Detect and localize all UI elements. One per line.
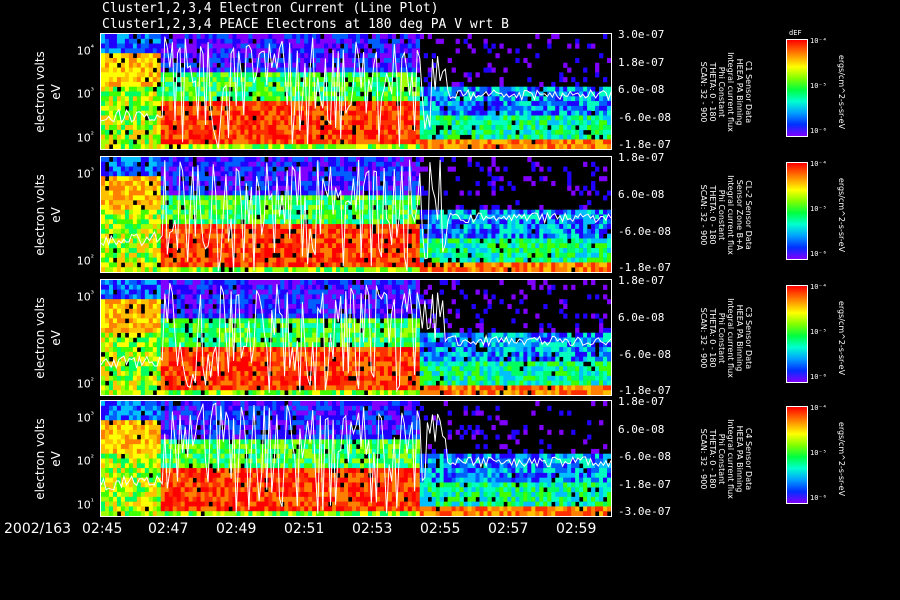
spectrogram-panel-c1 <box>100 33 612 150</box>
current-tick-label: 6.0e-08 <box>618 311 665 324</box>
current-tick-label: 1.8e-07 <box>618 395 665 409</box>
current-tick-label: 1.8e-07 <box>618 151 665 165</box>
spectrogram-panel-c3 <box>100 279 612 396</box>
spectrogram-panel-c4 <box>100 400 612 517</box>
y-tick-label: 10³ <box>76 86 94 102</box>
chart-title: Cluster1,2,3,4 Electron Current (Line Pl… <box>102 1 439 16</box>
x-tick-label: 02:51 <box>284 521 325 537</box>
colorbar-unit: ergs/cm^2-s-sr-eV <box>837 421 846 496</box>
colorbar-tick-label: 10⁻⁴ <box>810 283 827 291</box>
x-tick-label: 02:45 <box>82 521 123 537</box>
colorbar-label: dEF <box>789 29 802 37</box>
colorbar-tick-label: 10⁻⁴ <box>810 37 827 45</box>
colorbar-tick-label: 10⁻⁵ <box>810 205 827 213</box>
colorbar <box>786 162 808 260</box>
colorbar-tick-label: 10⁻⁶ <box>810 250 827 258</box>
current-tick-label: 3.0e-07 <box>618 28 665 42</box>
colorbar <box>786 406 808 504</box>
colorbar-tick-label: 10⁻⁵ <box>810 449 827 457</box>
y-tick-label: 10³ <box>76 165 94 181</box>
current-tick-label: 6.0e-08 <box>618 188 665 201</box>
current-tick-label: 1.8e-07 <box>618 274 665 288</box>
current-tick-label: -3.0e-07 <box>618 505 671 519</box>
y-tick-label: 10² <box>76 253 94 268</box>
colorbar-tick-label: 10⁻⁶ <box>810 127 827 135</box>
x-tick-label: 02:55 <box>420 521 461 537</box>
y-tick-label: 10³ <box>76 409 94 425</box>
x-tick-label: 02:53 <box>352 521 393 537</box>
colorbar <box>786 39 808 137</box>
panel-sensor-info: C1 Sensor Data HEEA PA Binning Integral … <box>699 51 753 132</box>
current-tick-label: -6.0e-08 <box>618 224 671 238</box>
current-tick-label: 6.0e-08 <box>618 422 665 436</box>
colorbar-unit: ergs/cm^2-s-sr-eV <box>837 177 846 252</box>
colorbar-tick-label: 10⁻⁵ <box>810 328 827 336</box>
current-tick-label: -1.8e-07 <box>618 138 671 152</box>
current-tick-label: 6.0e-08 <box>618 83 665 97</box>
colorbar-tick-label: 10⁻⁴ <box>810 404 827 412</box>
current-tick-label: 1.8e-07 <box>618 55 665 69</box>
current-tick-label: -6.0e-08 <box>618 347 671 361</box>
x-tick-label: 02:47 <box>148 521 189 537</box>
colorbar-tick-label: 10⁻⁴ <box>810 160 827 168</box>
current-tick-label: -6.0e-08 <box>618 110 671 124</box>
y-tick-label: 10² <box>76 453 94 469</box>
current-tick-label: -1.8e-07 <box>618 261 671 275</box>
colorbar-tick-label: 10⁻⁶ <box>810 373 827 381</box>
current-tick-label: -1.8e-07 <box>618 384 671 398</box>
colorbar-unit: ergs/cm^2-s-sr-eV <box>837 54 846 129</box>
panel-sensor-info: C3 Sensor Data HEEA PA Binning Integral … <box>699 297 753 378</box>
panel-sensor-info: C4 Sensor Data HEEA PA Binning Integral … <box>699 418 753 499</box>
chart-subtitle: Cluster1,2,3,4 PEACE Electrons at 180 de… <box>102 17 509 32</box>
panel-sensor-info: CL-2 Sensor Data Sensor Zone B+A Integra… <box>699 174 753 255</box>
x-tick-label: 02:49 <box>216 521 257 537</box>
x-tick-label: 02:59 <box>556 521 597 537</box>
y-tick-label: 10² <box>76 130 94 145</box>
y-tick-label: 10² <box>76 376 94 391</box>
x-date-label: 2002/163 <box>4 521 72 537</box>
spectrogram-panel-c2 <box>100 156 612 273</box>
current-tick-label: -6.0e-08 <box>618 450 671 464</box>
colorbar <box>786 285 808 383</box>
colorbar-tick-label: 10⁻⁵ <box>810 82 827 90</box>
y-tick-label: 10¹ <box>76 497 94 512</box>
current-tick-label: -1.8e-07 <box>618 477 671 491</box>
colorbar-unit: ergs/cm^2-s-sr-eV <box>837 300 846 375</box>
colorbar-tick-label: 10⁻⁶ <box>810 494 827 502</box>
x-tick-label: 02:57 <box>488 521 529 537</box>
y-tick-label: 10³ <box>76 288 94 304</box>
y-tick-label: 10⁴ <box>76 42 94 58</box>
